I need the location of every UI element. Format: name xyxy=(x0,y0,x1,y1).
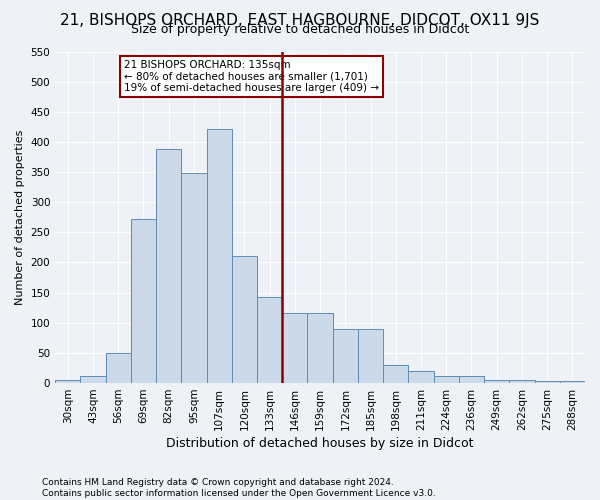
Bar xyxy=(332,330,358,383)
X-axis label: Distribution of detached houses by size in Didcot: Distribution of detached houses by size … xyxy=(166,437,474,450)
Bar xyxy=(181,174,206,383)
Bar xyxy=(484,380,509,383)
Bar xyxy=(106,353,131,383)
Bar xyxy=(535,382,560,383)
Bar xyxy=(55,380,80,383)
Text: Contains HM Land Registry data © Crown copyright and database right 2024.
Contai: Contains HM Land Registry data © Crown c… xyxy=(42,478,436,498)
Bar xyxy=(156,148,181,383)
Bar xyxy=(383,365,409,383)
Bar xyxy=(206,130,232,383)
Text: 21 BISHOPS ORCHARD: 135sqm
← 80% of detached houses are smaller (1,701)
19% of s: 21 BISHOPS ORCHARD: 135sqm ← 80% of deta… xyxy=(124,60,379,93)
Bar xyxy=(560,382,585,383)
Bar xyxy=(409,371,434,383)
Bar xyxy=(358,330,383,383)
Y-axis label: Number of detached properties: Number of detached properties xyxy=(15,130,25,305)
Bar xyxy=(80,376,106,383)
Bar xyxy=(459,376,484,383)
Bar xyxy=(307,313,332,383)
Bar xyxy=(232,256,257,383)
Bar xyxy=(282,313,307,383)
Text: Size of property relative to detached houses in Didcot: Size of property relative to detached ho… xyxy=(131,22,469,36)
Bar xyxy=(257,297,282,383)
Bar xyxy=(131,219,156,383)
Bar xyxy=(434,376,459,383)
Text: 21, BISHOPS ORCHARD, EAST HAGBOURNE, DIDCOT, OX11 9JS: 21, BISHOPS ORCHARD, EAST HAGBOURNE, DID… xyxy=(61,12,539,28)
Bar xyxy=(509,380,535,383)
